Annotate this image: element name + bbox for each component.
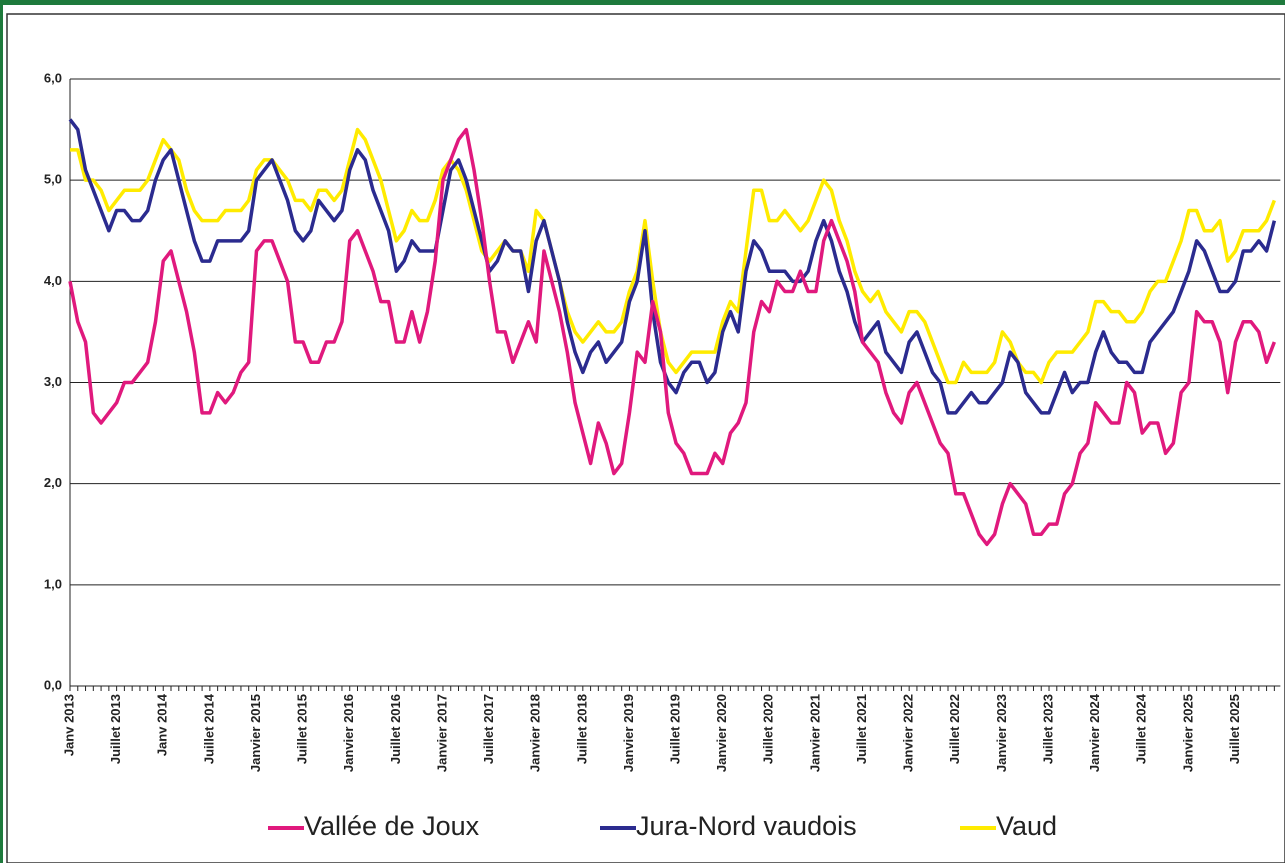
x-tick-label: Janvier 2015 bbox=[248, 694, 263, 772]
series-line bbox=[68, 118, 1277, 415]
y-tick-label: 6,0 bbox=[44, 70, 62, 85]
y-tick-label: 4,0 bbox=[44, 273, 62, 288]
frame bbox=[6, 13, 1285, 863]
x-tick-label: Juillet 2015 bbox=[295, 694, 310, 764]
x-tick-label: Janvier 2022 bbox=[901, 694, 916, 772]
x-tick-label: Juillet 2018 bbox=[574, 694, 589, 764]
left-border bbox=[0, 0, 3, 863]
x-tick-label: Juillet 2021 bbox=[854, 694, 869, 764]
y-tick-label: 2,0 bbox=[44, 475, 62, 490]
x-tick-label: Janvier 2025 bbox=[1180, 694, 1195, 772]
x-tick-label: Janvier 2020 bbox=[714, 694, 729, 772]
y-tick-label: 3,0 bbox=[44, 374, 62, 389]
y-tick-label: 1,0 bbox=[44, 576, 62, 591]
series-line bbox=[68, 127, 1276, 547]
y-tick-label: 5,0 bbox=[44, 172, 62, 187]
x-tick-label: Janvier 2021 bbox=[807, 694, 822, 772]
x-tick-label: Janvier 2019 bbox=[621, 694, 636, 772]
x-tick-label: Juillet 2025 bbox=[1227, 694, 1242, 764]
legend-label: Jura-Nord vaudois bbox=[636, 811, 857, 841]
x-tick-label: Janvier 2017 bbox=[434, 694, 449, 772]
x-tick-label: Juillet 2022 bbox=[947, 694, 962, 764]
x-tick-label: Janvier 2016 bbox=[341, 694, 356, 772]
x-tick-label: Janvier 2018 bbox=[528, 694, 543, 772]
x-tick-label: Janv 2014 bbox=[155, 693, 170, 756]
x-tick-label: Janv 2013 bbox=[61, 694, 76, 756]
legend-label: Vallée de Joux bbox=[304, 811, 480, 841]
top-border bbox=[0, 0, 1285, 5]
x-tick-label: Juillet 2020 bbox=[761, 694, 776, 764]
x-tick-label: Juillet 2016 bbox=[388, 694, 403, 764]
legend-label: Vaud bbox=[996, 811, 1057, 841]
x-tick-label: Janvier 2024 bbox=[1087, 693, 1102, 772]
x-tick-label: Juillet 2019 bbox=[667, 694, 682, 764]
x-tick-label: Juillet 2014 bbox=[201, 693, 216, 764]
x-tick-label: Juillet 2017 bbox=[481, 694, 496, 764]
x-tick-label: Juillet 2013 bbox=[108, 694, 123, 764]
x-tick-label: Janvier 2023 bbox=[994, 694, 1009, 772]
x-tick-label: Juillet 2023 bbox=[1040, 694, 1055, 764]
y-tick-label: 0,0 bbox=[44, 677, 62, 692]
x-tick-label: Juillet 2024 bbox=[1134, 693, 1149, 764]
